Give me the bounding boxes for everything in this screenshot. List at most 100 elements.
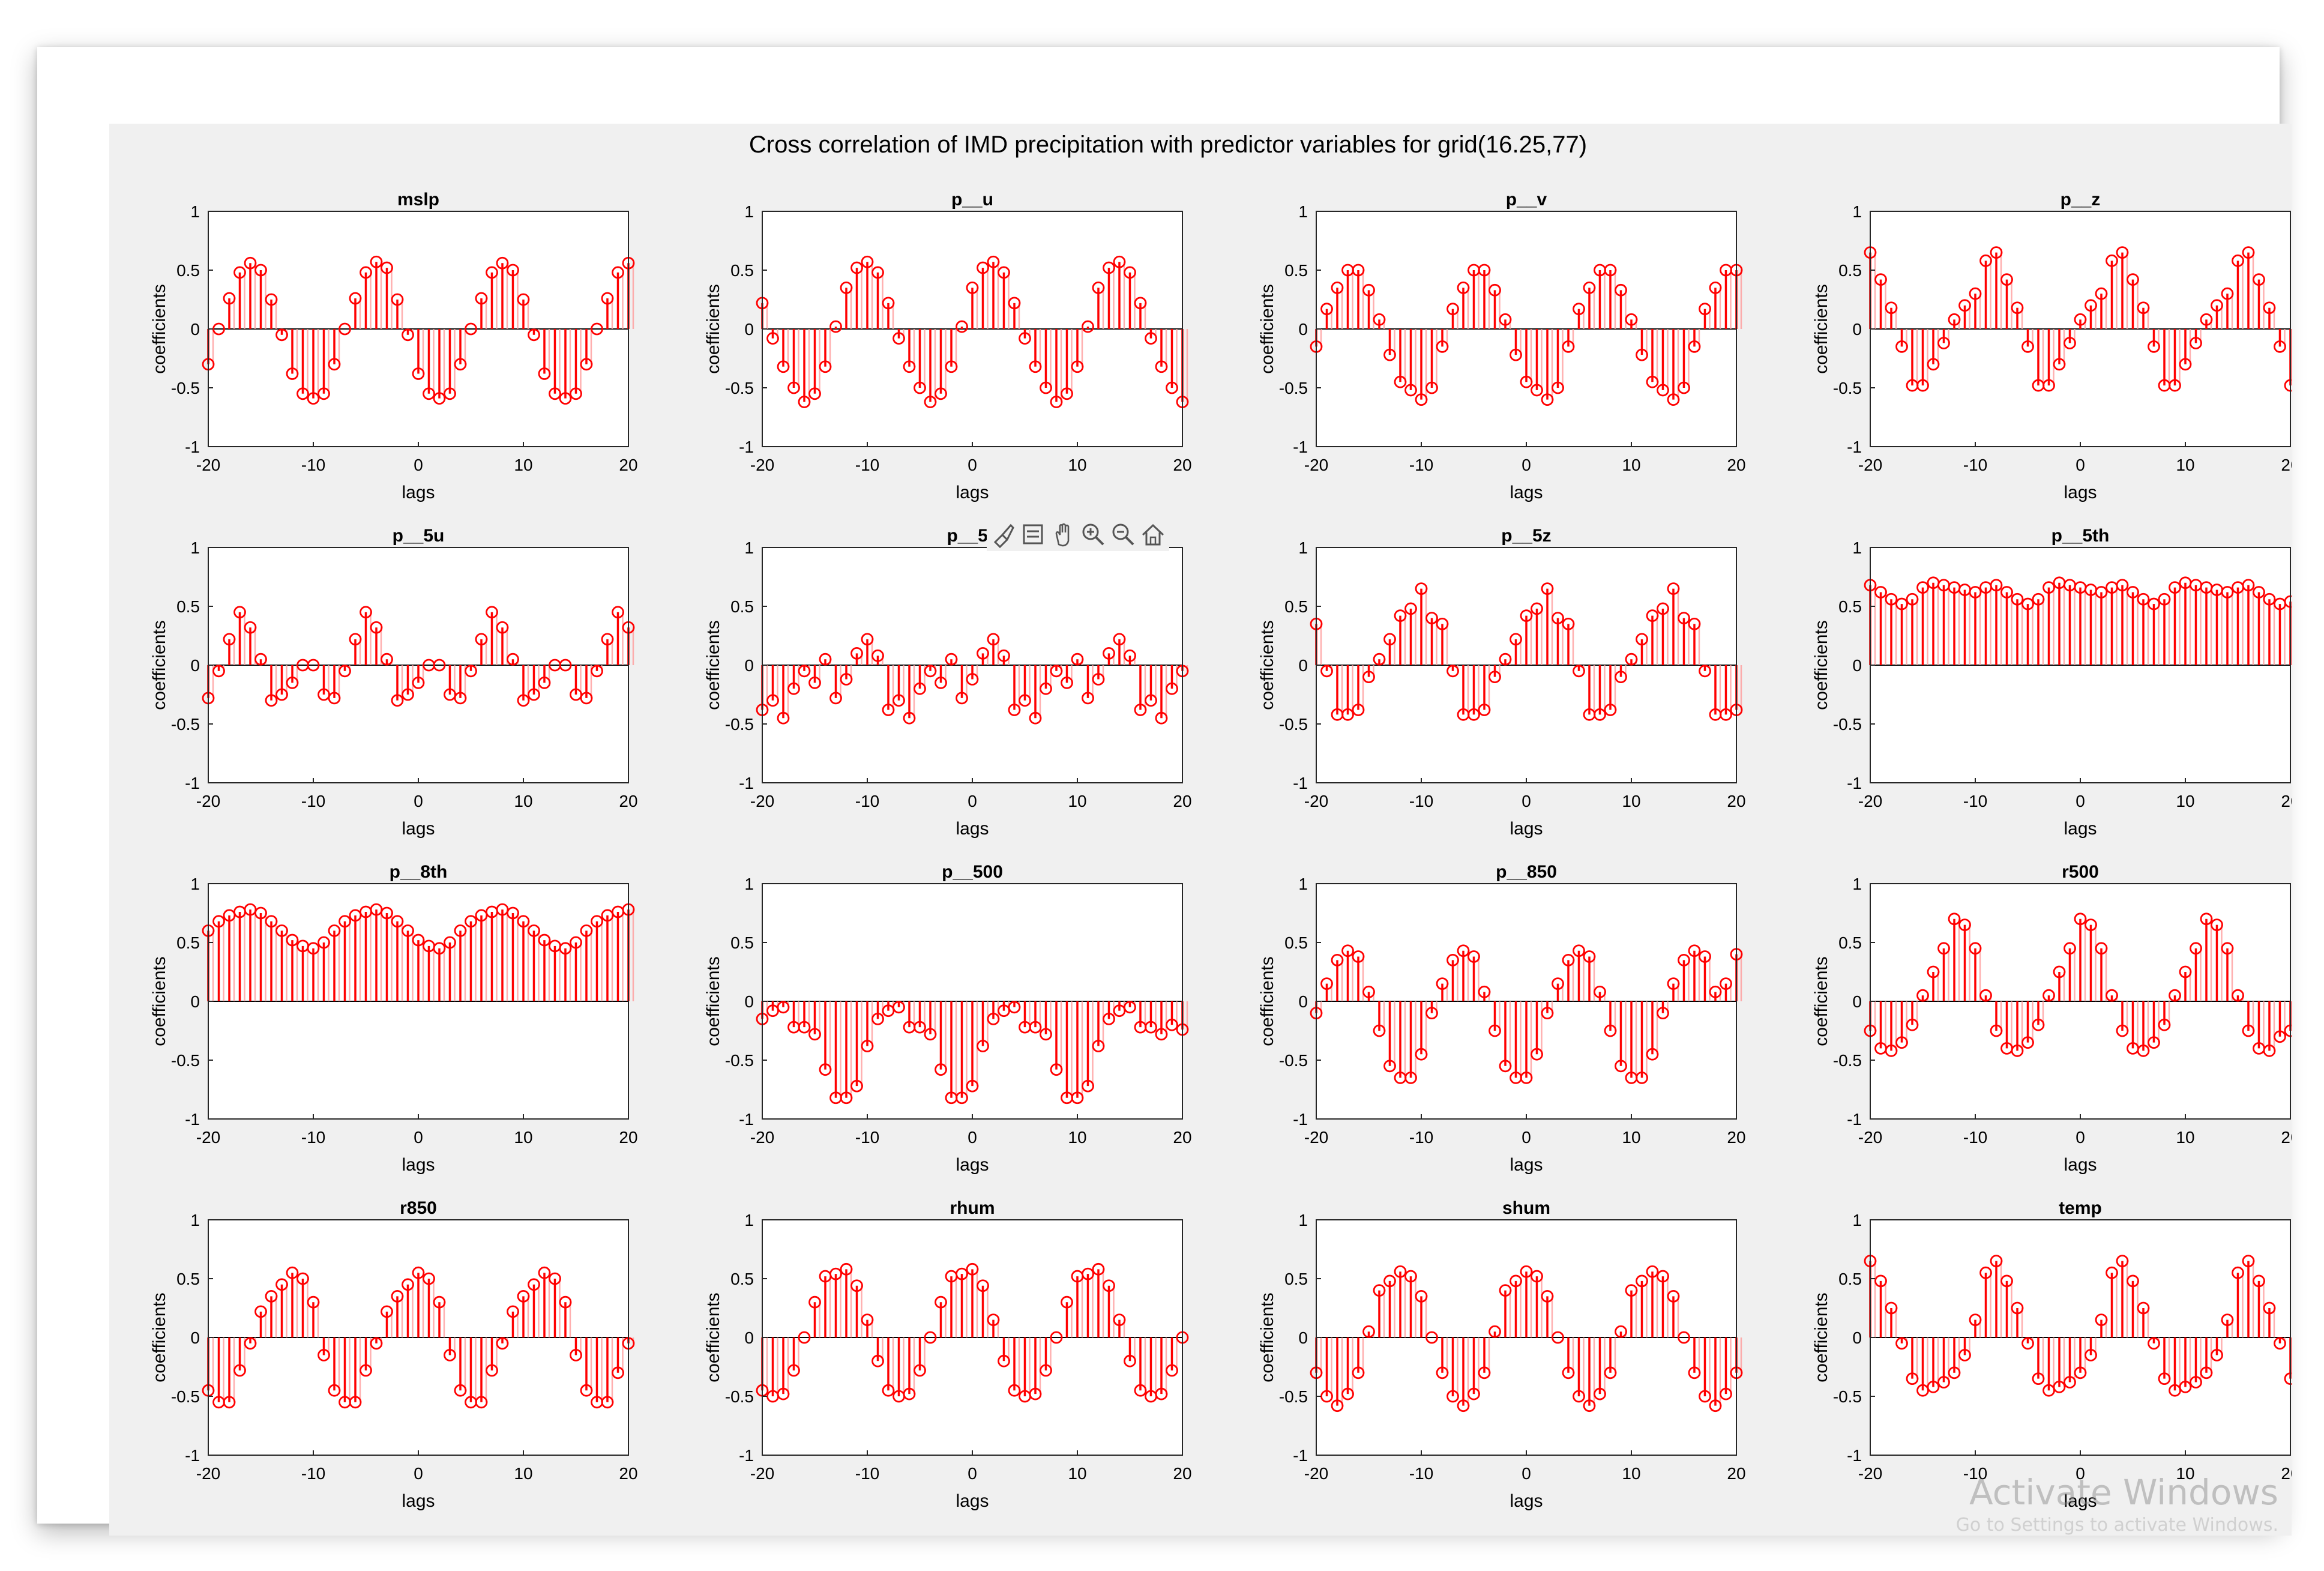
stem-lag--15 — [808, 1295, 821, 1337]
stem-lag-8 — [2158, 1337, 2171, 1386]
stem-lag-13 — [549, 939, 561, 1001]
x-tick-label: -10 — [855, 1464, 879, 1483]
stem-marker — [1573, 944, 1585, 957]
stem-lag--12 — [840, 281, 853, 329]
stem-marker — [966, 281, 979, 294]
subplot-title: p__5u — [393, 526, 445, 546]
stem-marker — [1415, 393, 1428, 406]
stem-lag-17 — [591, 322, 603, 336]
subplot-title: p__5z — [1501, 526, 1551, 546]
stem-lag-2 — [433, 329, 446, 405]
activate-windows-watermark: Activate Windows — [1969, 1472, 2278, 1513]
stem-lag-5 — [1573, 303, 1585, 329]
axes-toolbar — [987, 517, 1169, 551]
x-tick-label: 0 — [2076, 1128, 2085, 1147]
zoom-in-icon[interactable] — [1079, 520, 1107, 548]
subplot-mslp[interactable]: -20 -10 0 10 20 1 0.5 0 -0.5 -1 mslp lags coefficien… — [149, 190, 638, 502]
stem-marker — [1341, 944, 1354, 957]
stem-marker — [2242, 579, 2255, 592]
stem-marker — [612, 606, 624, 619]
stem-marker — [454, 924, 467, 937]
stem-lag-4 — [1008, 1001, 1021, 1014]
x-tick-label: 0 — [2076, 1464, 2085, 1483]
stem-lag--7 — [893, 1001, 905, 1014]
data-tips-icon[interactable] — [1019, 520, 1047, 548]
y-tick-label: -0.5 — [171, 715, 200, 734]
stem-lag--8 — [1990, 246, 2003, 329]
stem-lag-3 — [998, 649, 1010, 665]
stem-marker — [777, 711, 790, 725]
stem-marker — [1562, 618, 1575, 630]
subplot-r500[interactable]: -20 -10 0 10 20 1 0.5 0 -0.5 -1 r500 lags coefficien… — [1811, 862, 2292, 1175]
stem-lag-5 — [1019, 1001, 1031, 1034]
stem-marker — [370, 255, 383, 268]
stem-marker — [850, 261, 863, 274]
x-tick-label: -20 — [196, 1128, 220, 1147]
stem-marker — [1040, 1364, 1052, 1377]
stem-lag--19 — [1320, 977, 1333, 1001]
stem-lag--15 — [1916, 329, 1929, 392]
y-tick-label: -0.5 — [1833, 1051, 1862, 1070]
stem-marker — [2053, 358, 2066, 371]
stem-lag--17 — [233, 606, 246, 665]
stem-lag--15 — [1362, 985, 1375, 1001]
stem-lag-17 — [2253, 273, 2265, 329]
stem-lag-11 — [1636, 329, 1648, 361]
stem-marker — [275, 1278, 288, 1291]
stem-lag--10 — [1415, 1290, 1428, 1337]
brush-icon[interactable] — [989, 520, 1017, 548]
zoom-out-icon[interactable] — [1109, 520, 1137, 548]
stem-marker — [2253, 586, 2265, 599]
x-tick-label: 20 — [2281, 792, 2292, 810]
stem-lag--10 — [861, 1313, 874, 1337]
stem-lag--2 — [945, 653, 958, 666]
stem-marker — [945, 360, 958, 373]
stem-marker — [391, 1290, 404, 1303]
stem-marker — [517, 293, 530, 306]
stem-marker — [872, 266, 884, 279]
stem-lag--17 — [1341, 1337, 1354, 1401]
subplot-shum[interactable]: -20 -10 0 10 20 1 0.5 0 -0.5 -1 shum lags coefficien… — [1257, 1198, 1746, 1511]
stem-lag-7 — [486, 606, 498, 665]
pan-icon[interactable] — [1049, 520, 1077, 548]
stem-lag--13 — [829, 320, 842, 333]
stem-lag-0 — [1520, 329, 1533, 388]
stem-lag--18 — [223, 292, 236, 329]
y-tick-label: 0.5 — [730, 933, 754, 952]
stem-marker — [1050, 396, 1063, 408]
stem-lag-17 — [1699, 303, 1711, 329]
stem-marker — [307, 659, 320, 672]
stem-marker — [223, 1396, 236, 1409]
stem-marker — [2242, 1024, 2255, 1037]
stem-lag-17 — [1145, 329, 1157, 345]
stem-lag-3 — [1552, 977, 1564, 1001]
y-tick-label: 0 — [1852, 320, 1862, 339]
subplot-r850[interactable]: -20 -10 0 10 20 1 0.5 0 -0.5 -1 r850 lags coefficien… — [149, 1198, 638, 1511]
stem-lag-12 — [1646, 609, 1659, 665]
subplot-rhum[interactable]: -20 -10 0 10 20 1 0.5 0 -0.5 -1 rhum lags coefficien… — [703, 1198, 1192, 1511]
stem-lag-1 — [2085, 299, 2097, 329]
stem-lag-12 — [2200, 912, 2213, 1001]
y-axis-label: coefficients — [1811, 956, 1831, 1046]
stem-marker — [1320, 303, 1333, 316]
stem-lag-18 — [601, 633, 614, 665]
stem-lag-8 — [1604, 264, 1617, 329]
subplot-temp[interactable]: -20 -10 0 10 20 1 0.5 0 -0.5 -1 temp lags coefficien… — [1811, 1198, 2292, 1511]
stem-marker — [1155, 711, 1168, 725]
stem-lag-10 — [1625, 313, 1638, 329]
stem-marker — [538, 1266, 551, 1279]
home-icon[interactable] — [1139, 520, 1167, 548]
stem-lag--7 — [1446, 665, 1459, 678]
subplot-p-5v[interactable]: -20 -10 0 10 2010.50-0.5-1p__5vlagscoefficie… — [703, 526, 1192, 839]
stem-lag--4 — [924, 1001, 937, 1041]
y-tick-label: 1 — [1298, 1211, 1308, 1229]
